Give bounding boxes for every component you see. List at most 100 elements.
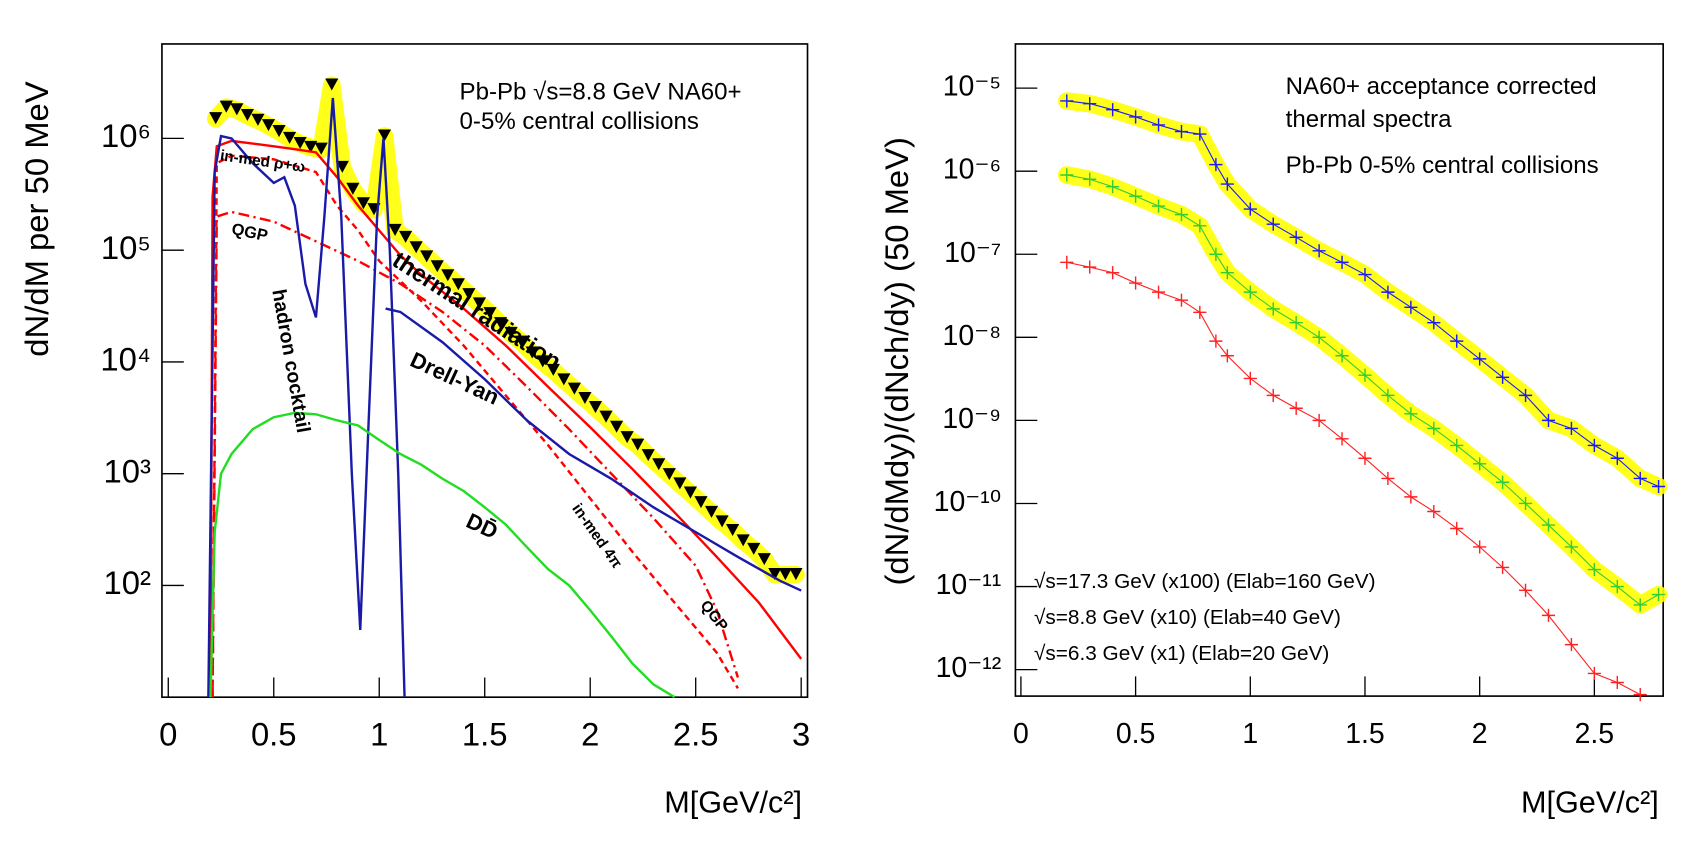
annotation: DD̄ — [463, 508, 502, 544]
data-point — [1060, 255, 1074, 269]
data-point — [1209, 158, 1223, 172]
data-point — [1083, 172, 1097, 186]
data-point — [1193, 305, 1207, 319]
data-point — [515, 335, 529, 348]
data-point — [1209, 247, 1223, 261]
data-point — [1518, 388, 1533, 402]
data-point — [1106, 180, 1120, 194]
data-point — [1404, 490, 1418, 504]
band — [1058, 166, 1668, 614]
data-point — [1427, 421, 1441, 436]
series-line — [1066, 174, 1659, 606]
data-point — [409, 241, 423, 254]
data-point — [1209, 334, 1223, 348]
x-tick-label: 1 — [1242, 718, 1258, 750]
plot-frame — [1014, 43, 1664, 697]
data-point — [673, 477, 687, 490]
data-point — [557, 373, 571, 386]
y-tick-label: 10⁻⁷ — [944, 237, 1001, 269]
annotation: QGP — [697, 597, 731, 634]
series-line — [209, 411, 676, 699]
data-point — [272, 125, 286, 138]
data-point — [377, 129, 392, 142]
annotation: hadron cocktail — [267, 288, 314, 435]
data-point — [1266, 302, 1280, 316]
data-point — [620, 431, 634, 444]
data-point — [546, 363, 560, 376]
y-tick-label: 10⁴ — [100, 341, 151, 378]
series-line — [385, 307, 802, 592]
x-tick-label: 0 — [1013, 718, 1029, 750]
data-point — [1266, 217, 1280, 231]
data-point — [493, 317, 508, 330]
data-point — [1587, 666, 1601, 680]
series-line — [1066, 261, 1641, 696]
data-point — [1404, 407, 1418, 421]
data-point — [1450, 334, 1464, 348]
data-point — [1610, 675, 1624, 690]
y-tick-label: 10³ — [104, 452, 151, 489]
y-tick-label: 10⁻⁸ — [943, 320, 1002, 352]
data-point — [1358, 267, 1372, 282]
y-tick-label: 10⁻⁹ — [942, 403, 1001, 435]
data-point — [441, 269, 455, 282]
data-point — [1518, 496, 1533, 511]
data-point — [1243, 285, 1257, 299]
data-point — [283, 131, 297, 144]
data-point — [399, 230, 413, 243]
data-point — [1151, 199, 1166, 213]
series-line — [211, 210, 740, 698]
legend-entry: √s=17.3 GeV (x100) (Elab=160 GeV) — [1034, 570, 1376, 593]
x-tick-label: 2 — [581, 715, 599, 752]
data-point — [1266, 388, 1280, 402]
y-axis-label: (dN/dMdy)/(dNch/dy) (50 MeV) — [878, 137, 915, 586]
data-point — [736, 534, 750, 547]
y-axis-label: dN/dM per 50 MeV — [18, 81, 55, 356]
data-point — [662, 468, 676, 481]
data-point — [1541, 518, 1556, 532]
data-point — [1151, 285, 1166, 299]
x-tick-label: 0 — [159, 715, 177, 752]
x-tick-label: 2.5 — [1575, 718, 1615, 750]
data-point — [1220, 177, 1234, 191]
data-point — [652, 458, 666, 471]
y-tick-label: 10⁶ — [101, 117, 151, 154]
data-point — [1243, 371, 1257, 385]
data-point — [726, 523, 740, 536]
data-point — [1193, 219, 1207, 233]
data-point — [1564, 540, 1578, 554]
data-point — [240, 109, 254, 122]
data-point — [1652, 479, 1666, 494]
data-point — [1193, 127, 1207, 141]
data-point — [1518, 583, 1533, 597]
x-tick-label: 2.5 — [673, 715, 719, 752]
data-point — [346, 182, 360, 195]
data-point — [1335, 349, 1349, 363]
data-point — [694, 496, 708, 509]
data-point — [1060, 94, 1074, 108]
data-point — [1473, 457, 1487, 471]
data-point — [1427, 504, 1441, 519]
data-point — [1496, 560, 1510, 574]
annotation: 0-5% central collisions — [460, 108, 699, 135]
data-point — [1427, 316, 1441, 330]
data-point — [1610, 579, 1624, 594]
data-point — [1587, 438, 1601, 452]
y-tick-label: 10⁻¹² — [936, 652, 1002, 684]
data-point — [1450, 438, 1464, 452]
data-point — [1106, 266, 1120, 280]
data-point — [1381, 388, 1395, 402]
data-point — [1151, 118, 1166, 132]
data-point — [704, 505, 719, 518]
data-point — [1220, 266, 1234, 280]
data-point — [599, 410, 613, 423]
x-tick-label: 1 — [370, 715, 388, 752]
data-point — [1174, 293, 1189, 307]
y-tick-label: 10⁻⁵ — [943, 71, 1001, 103]
data-point — [504, 326, 518, 339]
data-point — [1335, 255, 1349, 269]
data-point — [1129, 189, 1143, 203]
y-tick-label: 10² — [104, 564, 151, 601]
data-point — [1129, 276, 1143, 290]
